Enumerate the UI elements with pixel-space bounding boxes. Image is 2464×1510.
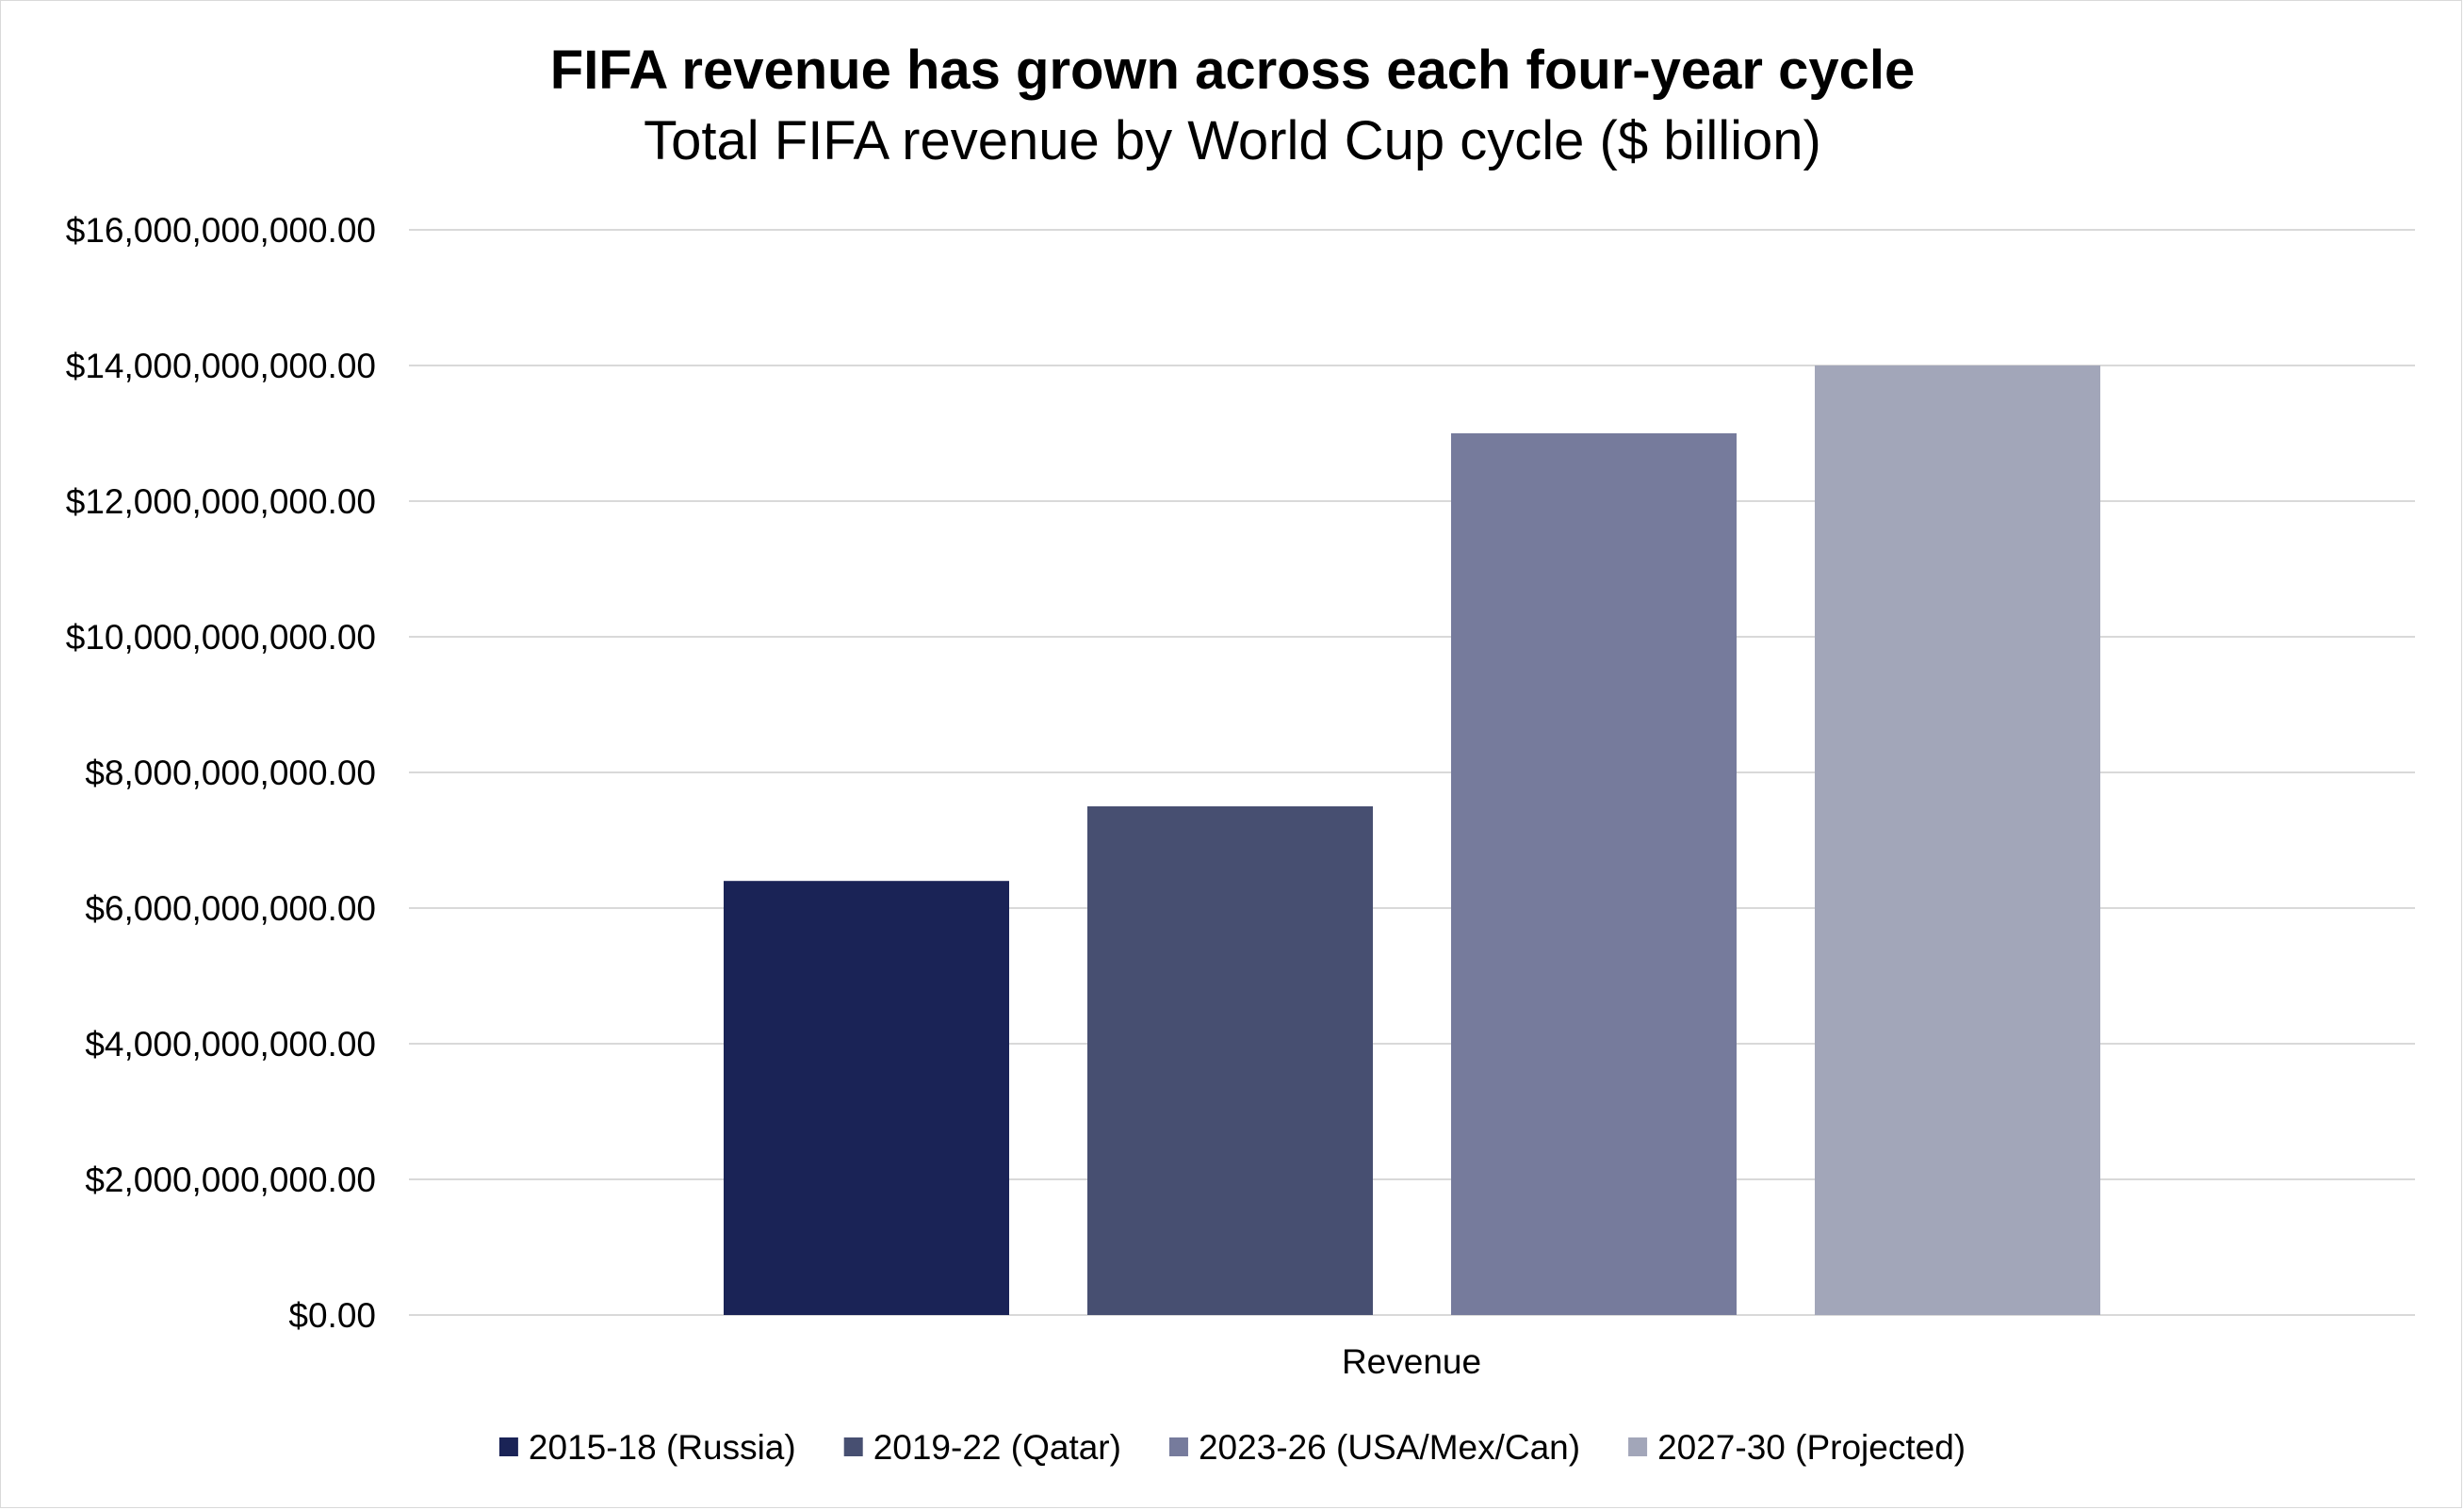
legend-swatch <box>498 1437 518 1456</box>
chart-title: FIFA revenue has grown across each four-… <box>550 40 1915 101</box>
y-tick-label: $10,000,000,000.00 <box>66 618 376 657</box>
legend-item: 2027-30 (Projected) <box>1628 1428 1966 1467</box>
legend-swatch <box>843 1437 863 1456</box>
chart-subtitle: Total FIFA revenue by World Cup cycle ($… <box>644 110 1821 171</box>
bars <box>724 365 2100 1315</box>
y-tick-label: $2,000,000,000.00 <box>85 1161 376 1199</box>
legend: 2015-18 (Russia) 2019-22 (Qatar) 2023-26 (… <box>498 1428 1966 1467</box>
y-tick-label: $6,000,000,000.00 <box>85 889 376 928</box>
bar-1 <box>724 881 1009 1315</box>
legend-item: 2023-26 (USA/Mex/Can) <box>1168 1428 1580 1467</box>
legend-label: 2027-30 (Projected) <box>1657 1428 1966 1467</box>
gridlines <box>409 229 2415 1316</box>
legend-swatch <box>1628 1437 1648 1456</box>
y-tick-label: $14,000,000,000.00 <box>66 347 376 385</box>
legend-item: 2019-22 (Qatar) <box>843 1428 1121 1467</box>
y-tick-label: $12,000,000,000.00 <box>66 482 376 521</box>
category-label: Revenue <box>1342 1342 1481 1381</box>
y-axis-ticks: $0.00 $2,000,000,000.00 $4,000,000,000.00 $… <box>66 211 376 1335</box>
legend-swatch <box>1168 1437 1188 1456</box>
y-tick-label: $0.00 <box>288 1296 376 1335</box>
bar-4 <box>1815 365 2100 1315</box>
y-tick-label: $16,000,000,000.00 <box>66 211 376 250</box>
bar-3 <box>1451 433 1737 1315</box>
legend-label: 2015-18 (Russia) <box>529 1428 796 1467</box>
bar-2 <box>1087 806 1373 1315</box>
y-tick-label: $8,000,000,000.00 <box>85 754 376 792</box>
legend-label: 2023-26 (USA/Mex/Can) <box>1199 1428 1580 1467</box>
legend-item: 2015-18 (Russia) <box>498 1428 796 1467</box>
y-tick-label: $4,000,000,000.00 <box>85 1025 376 1063</box>
legend-label: 2019-22 (Qatar) <box>873 1428 1121 1467</box>
